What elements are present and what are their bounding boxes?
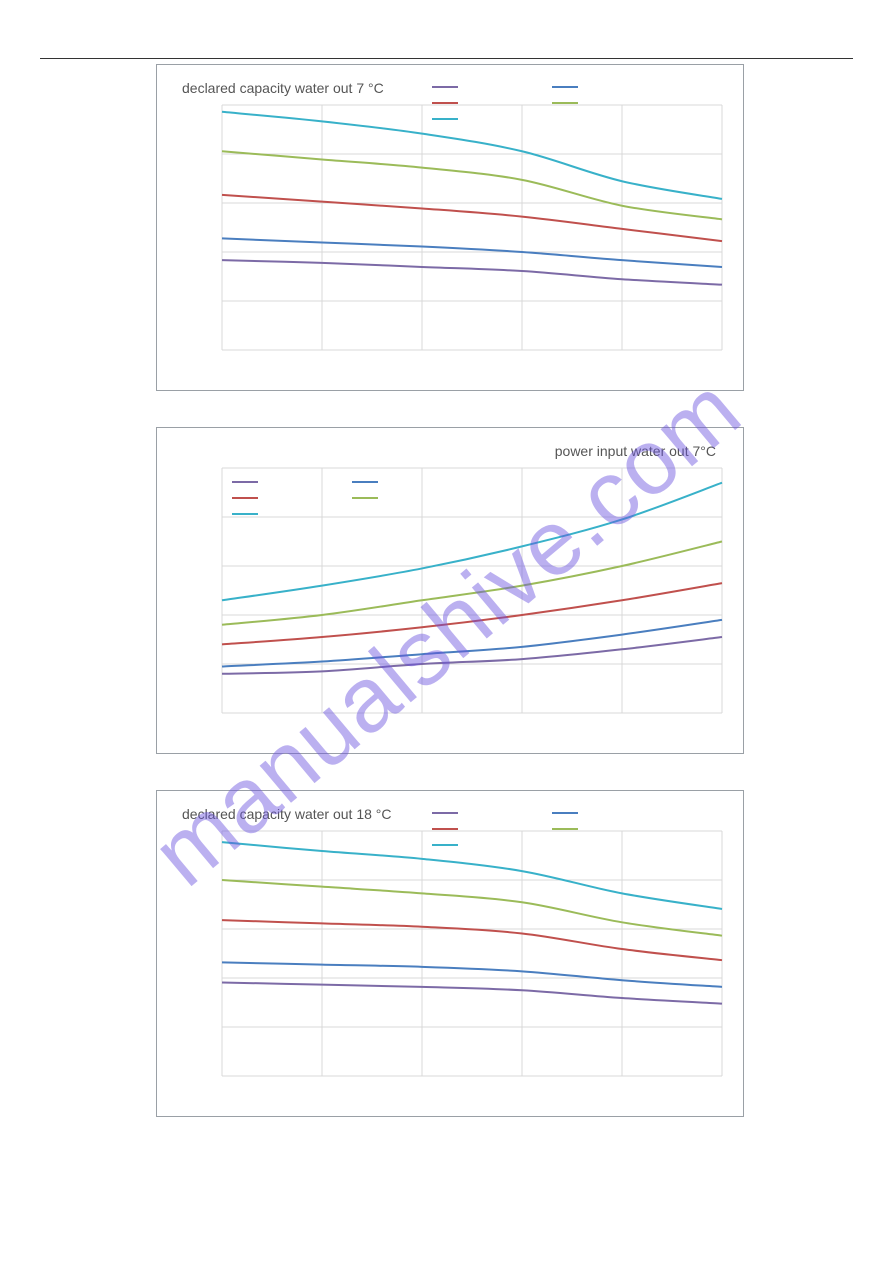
chart-panel-power-7c: power input water out 7°C [156, 427, 744, 754]
chart-panel-capacity-7c: declared capacity water out 7 °C [156, 64, 744, 391]
chart-series [222, 112, 722, 285]
series-purple [222, 982, 722, 1003]
series-teal [222, 112, 722, 199]
chart-panel-capacity-18c: declared capacity water out 18 °C [156, 790, 744, 1117]
chart-capacity-7c: declared capacity water out 7 °C [167, 75, 734, 360]
series-olive [222, 542, 722, 625]
chart-series [222, 483, 722, 674]
page-top-rule [40, 58, 853, 59]
chart-title: power input water out 7°C [555, 443, 716, 459]
series-teal [222, 842, 722, 909]
series-red [222, 195, 722, 241]
chart-legend [432, 813, 578, 845]
chart-title: declared capacity water out 7 °C [182, 80, 384, 96]
chart-grid [222, 831, 722, 1076]
series-purple [222, 260, 722, 285]
chart-series [222, 842, 722, 1003]
chart-title: declared capacity water out 18 °C [182, 806, 392, 822]
chart-power-7c: power input water out 7°C [167, 438, 734, 723]
chart-capacity-18c: declared capacity water out 18 °C [167, 801, 734, 1086]
page: declared capacity water out 7 °C power i… [0, 0, 893, 1263]
series-teal [222, 483, 722, 601]
chart-legend [432, 87, 578, 119]
series-blue [222, 620, 722, 667]
series-olive [222, 151, 722, 219]
chart-grid [222, 468, 722, 713]
chart-legend [232, 482, 378, 514]
series-olive [222, 880, 722, 936]
series-purple [222, 637, 722, 674]
